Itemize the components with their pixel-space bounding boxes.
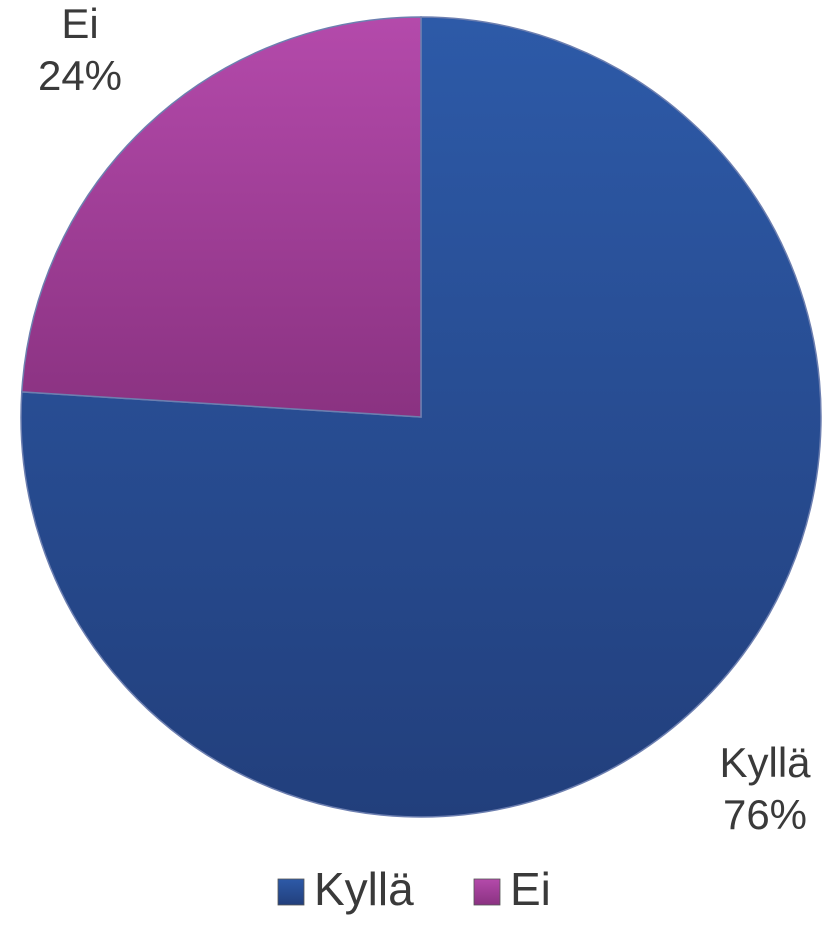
data-label-category: Kyllä bbox=[719, 739, 811, 786]
pie-slice-ei bbox=[20, 16, 422, 418]
data-labels: Kyllä 76% Ei 24% bbox=[38, 0, 811, 838]
legend-swatch bbox=[277, 878, 305, 906]
legend-swatch bbox=[473, 878, 501, 906]
data-label-percent: 76% bbox=[723, 791, 807, 838]
legend-label: Ei bbox=[510, 863, 551, 915]
pie-slices bbox=[20, 16, 822, 818]
legend: Kyllä Ei bbox=[277, 863, 551, 915]
data-label-percent: 24% bbox=[38, 52, 122, 99]
legend-label: Kyllä bbox=[314, 863, 414, 915]
data-label-category: Ei bbox=[61, 0, 98, 47]
